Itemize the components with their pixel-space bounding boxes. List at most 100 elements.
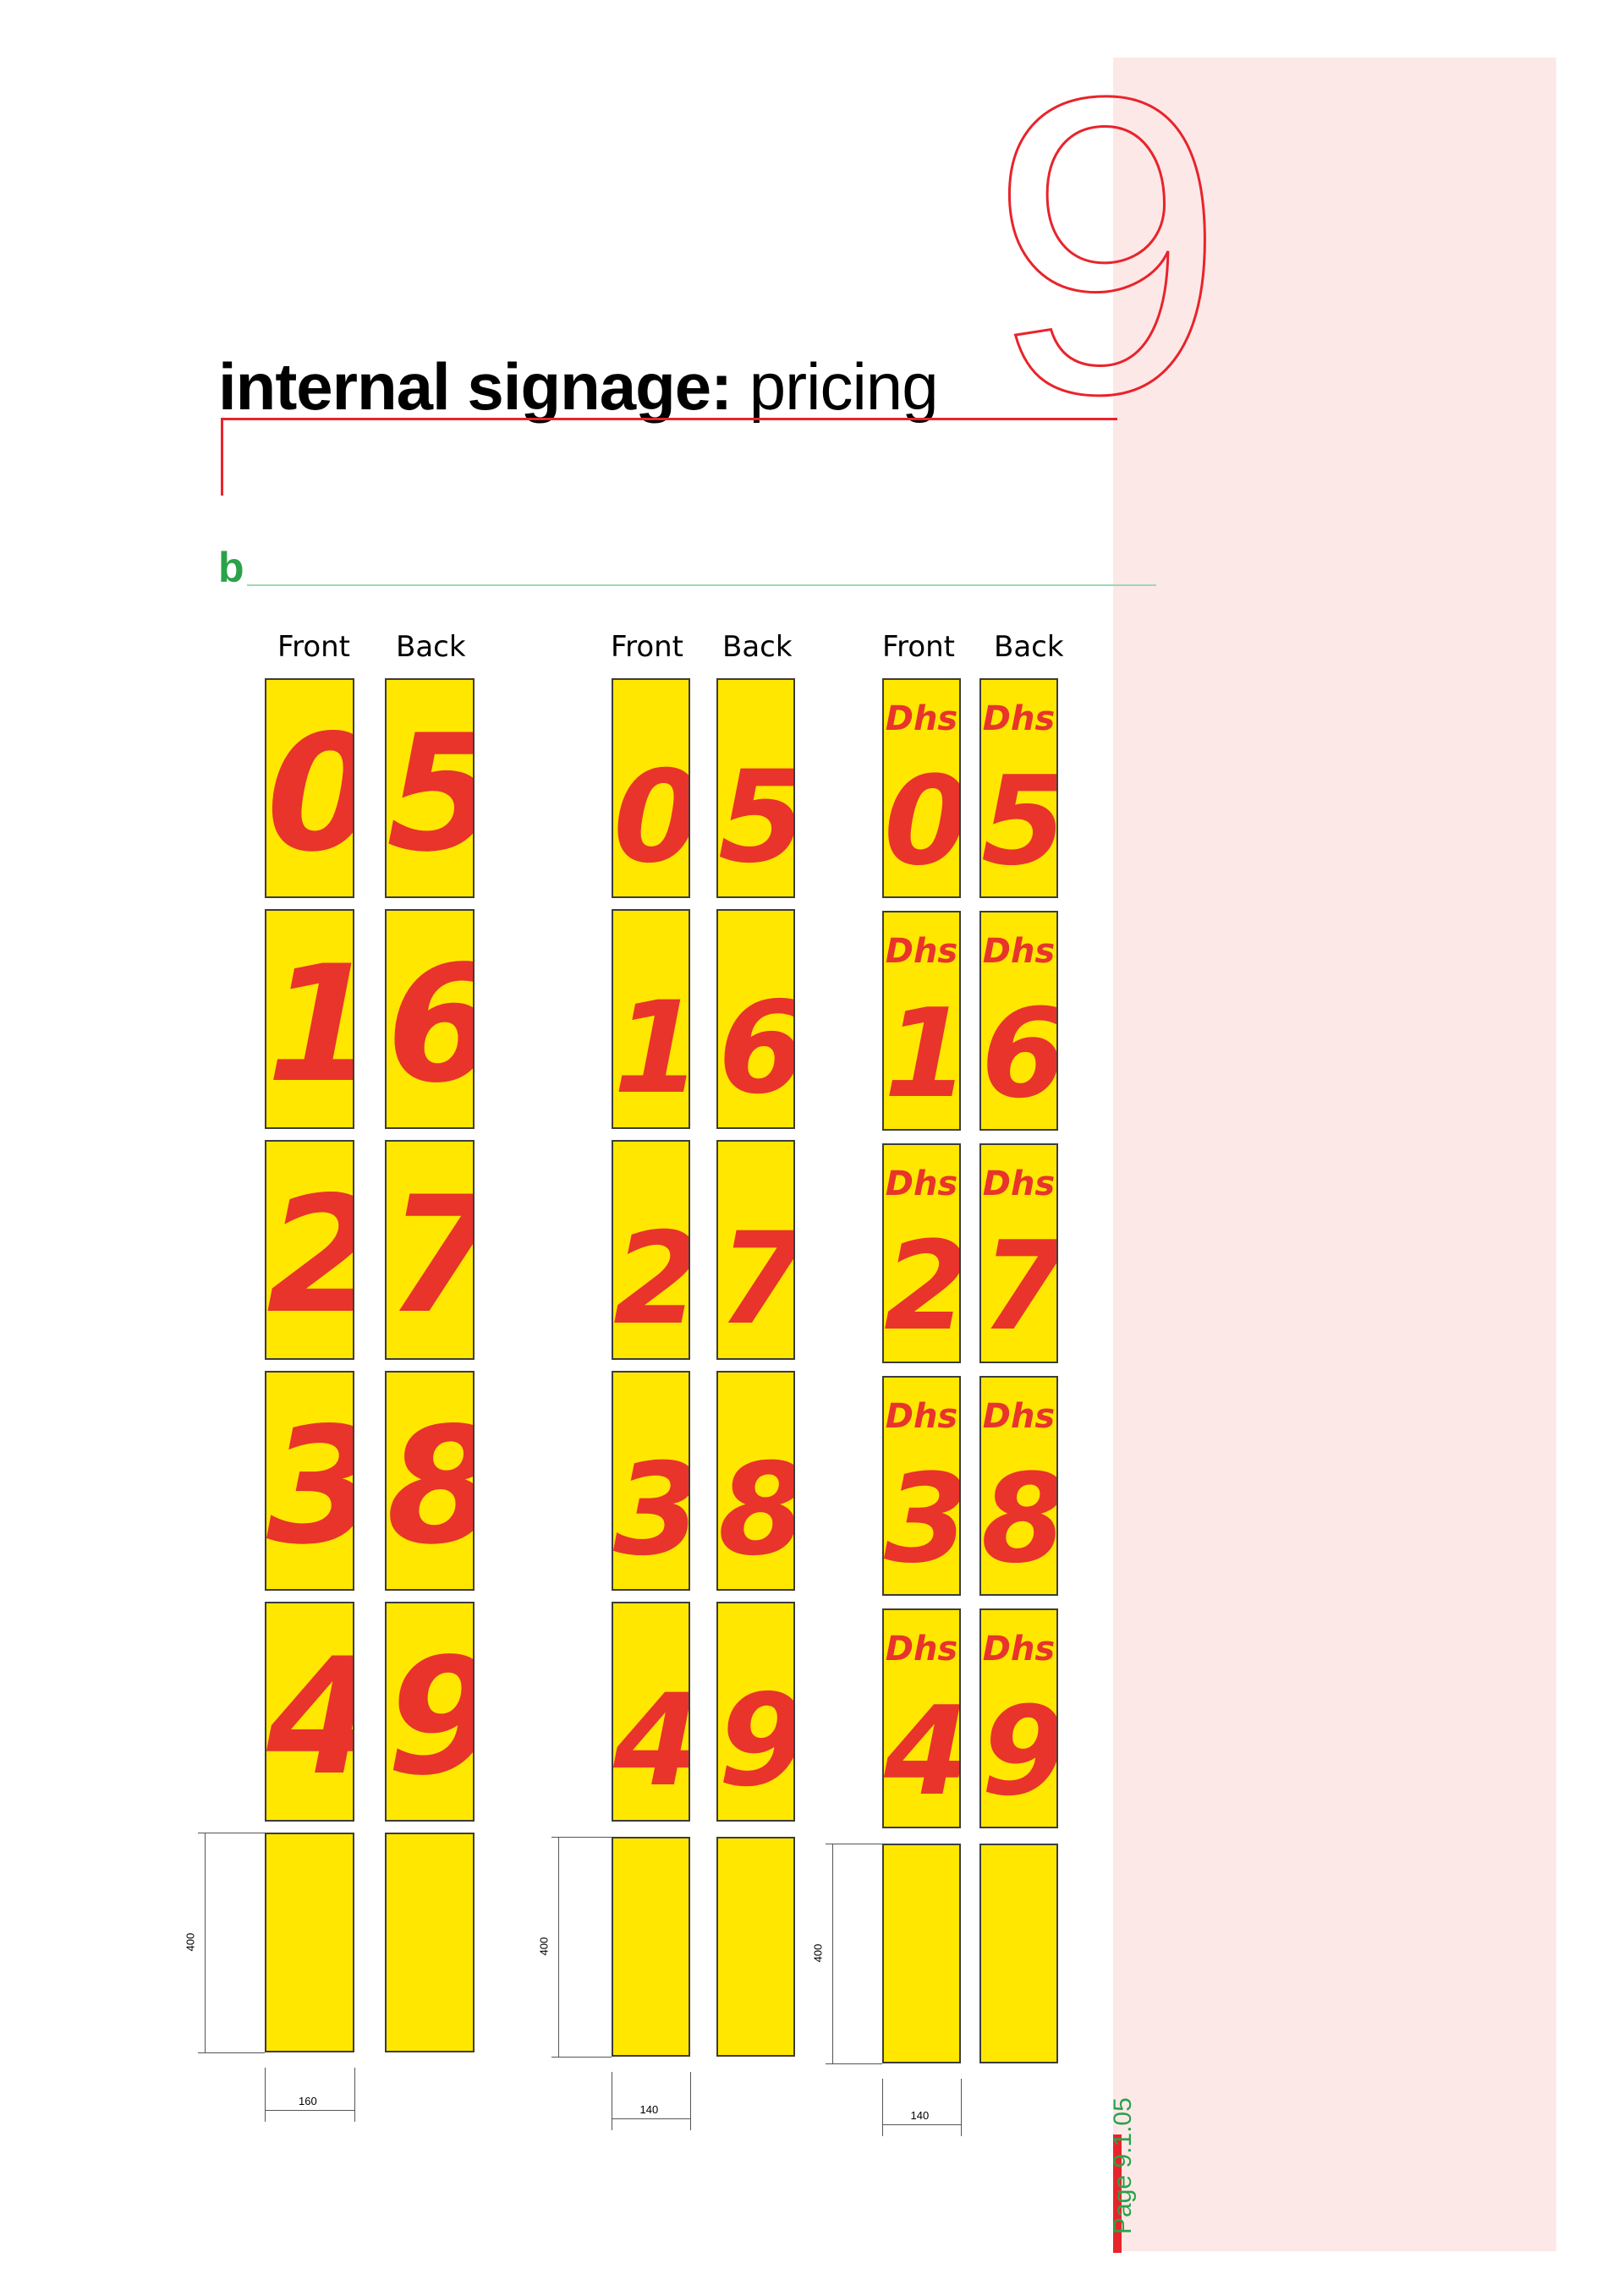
sign-digit: 2 [266, 1175, 353, 1336]
column-header-back: Back [396, 630, 466, 664]
price-sign-front-3: 3 [612, 1371, 690, 1591]
sign-digit: 5 [387, 714, 473, 874]
section-letter: b [218, 544, 244, 591]
title-light: pricing [749, 349, 939, 424]
sign-digit: 9 [981, 1680, 1058, 1823]
column-header-back: Back [994, 630, 1064, 664]
dimension-tick [961, 2079, 962, 2136]
width-dimension-line [265, 2110, 354, 2111]
sign-digit: 0 [884, 750, 961, 893]
sign-digit: 8 [981, 1448, 1058, 1591]
dimension-tick [690, 2072, 691, 2130]
height-dimension-label: 400 [184, 1932, 197, 1952]
width-dimension-label: 140 [910, 2109, 930, 2122]
price-sign-back-8: 8 [716, 1371, 795, 1591]
price-sign-back-6: Dhs 6 [979, 911, 1058, 1131]
title-rule-vertical [221, 418, 223, 496]
blank-sign-front [265, 1833, 354, 2052]
price-sign-back-8: Dhs 8 [979, 1376, 1058, 1596]
sign-digit: 4 [266, 1637, 353, 1798]
price-sign-back-8: 8 [385, 1371, 475, 1591]
height-dimension-line [205, 1833, 206, 2052]
price-sign-back-9: Dhs 9 [979, 1608, 1058, 1828]
price-sign-front-0: 0 [265, 678, 354, 898]
currency-label: Dhs [885, 699, 958, 738]
price-sign-front-0: 0 [612, 678, 690, 898]
sign-digit: 5 [981, 750, 1058, 893]
sign-digit: 1 [266, 945, 353, 1105]
dimension-tick [882, 2079, 883, 2136]
width-dimension-label: 140 [639, 2103, 659, 2116]
sign-digit: 5 [718, 754, 793, 881]
column-header-back: Back [722, 630, 793, 664]
price-sign-back-9: 9 [385, 1602, 475, 1822]
height-dimension-label: 400 [811, 1943, 825, 1963]
width-dimension-line [882, 2124, 961, 2125]
sign-digit: 9 [387, 1637, 473, 1798]
price-sign-front-1: 1 [612, 909, 690, 1129]
price-sign-back-6: 6 [716, 909, 795, 1129]
sign-digit: 2 [613, 1216, 689, 1343]
height-dimension-line [558, 1837, 559, 2057]
price-sign-front-2: Dhs 2 [882, 1143, 961, 1363]
currency-label: Dhs [885, 1164, 958, 1203]
price-sign-back-7: 7 [385, 1140, 475, 1360]
sign-digit: 0 [613, 754, 689, 881]
sign-digit: 3 [266, 1406, 353, 1567]
chapter-number: 9 [988, 8, 1226, 481]
price-sign-front-3: Dhs 3 [882, 1376, 961, 1596]
blank-sign-front [612, 1837, 690, 2057]
price-sign-front-4: Dhs 4 [882, 1608, 961, 1828]
width-dimension-label: 160 [299, 2095, 317, 2107]
sign-digit: 0 [266, 714, 353, 874]
column-header-front: Front [882, 630, 955, 664]
currency-label: Dhs [982, 699, 1056, 738]
sign-digit: 1 [884, 983, 961, 1126]
price-sign-front-1: Dhs 1 [882, 911, 961, 1131]
dimension-tick [198, 2052, 265, 2053]
section-rule [247, 584, 1156, 586]
dimension-tick [551, 2057, 612, 2058]
currency-label: Dhs [982, 932, 1056, 971]
blank-sign-back [385, 1833, 475, 2052]
sign-digit: 6 [387, 945, 473, 1105]
price-sign-front-4: 4 [612, 1602, 690, 1822]
sign-digit: 1 [613, 985, 689, 1112]
width-dimension-line [612, 2118, 690, 2119]
dimension-tick [354, 2068, 355, 2122]
currency-label: Dhs [885, 1397, 958, 1436]
sign-digit: 8 [387, 1406, 473, 1567]
column-header-front: Front [611, 630, 683, 664]
price-sign-back-5: 5 [716, 678, 795, 898]
height-dimension-line [832, 1844, 833, 2063]
sign-digit: 3 [884, 1448, 961, 1591]
price-sign-back-5: 5 [385, 678, 475, 898]
sign-digit: 3 [613, 1447, 689, 1574]
height-dimension-label: 400 [537, 1937, 551, 1956]
sign-digit: 6 [981, 983, 1058, 1126]
blank-sign-back [716, 1837, 795, 2057]
sign-digit: 7 [718, 1216, 793, 1343]
price-sign-back-6: 6 [385, 909, 475, 1129]
blank-sign-back [979, 1844, 1058, 2063]
price-sign-front-0: Dhs 0 [882, 678, 961, 898]
price-sign-front-2: 2 [265, 1140, 354, 1360]
currency-label: Dhs [982, 1630, 1056, 1669]
sign-digit: 4 [613, 1678, 689, 1805]
price-sign-front-3: 3 [265, 1371, 354, 1591]
sign-digit: 8 [718, 1447, 793, 1574]
price-sign-back-5: Dhs 5 [979, 678, 1058, 898]
sign-digit: 9 [718, 1678, 793, 1805]
dimension-tick [826, 2063, 882, 2064]
price-sign-back-7: Dhs 7 [979, 1143, 1058, 1363]
price-sign-front-4: 4 [265, 1602, 354, 1822]
sign-digit: 2 [884, 1215, 961, 1358]
sign-digit: 6 [718, 985, 793, 1112]
sign-digit: 7 [981, 1215, 1058, 1358]
page-number: Page 9.1.05 [1109, 2097, 1137, 2234]
title-rule [221, 418, 1117, 420]
currency-label: Dhs [885, 932, 958, 971]
sign-digit: 4 [884, 1680, 961, 1823]
page-marker [1113, 2134, 1122, 2253]
price-sign-front-2: 2 [612, 1140, 690, 1360]
